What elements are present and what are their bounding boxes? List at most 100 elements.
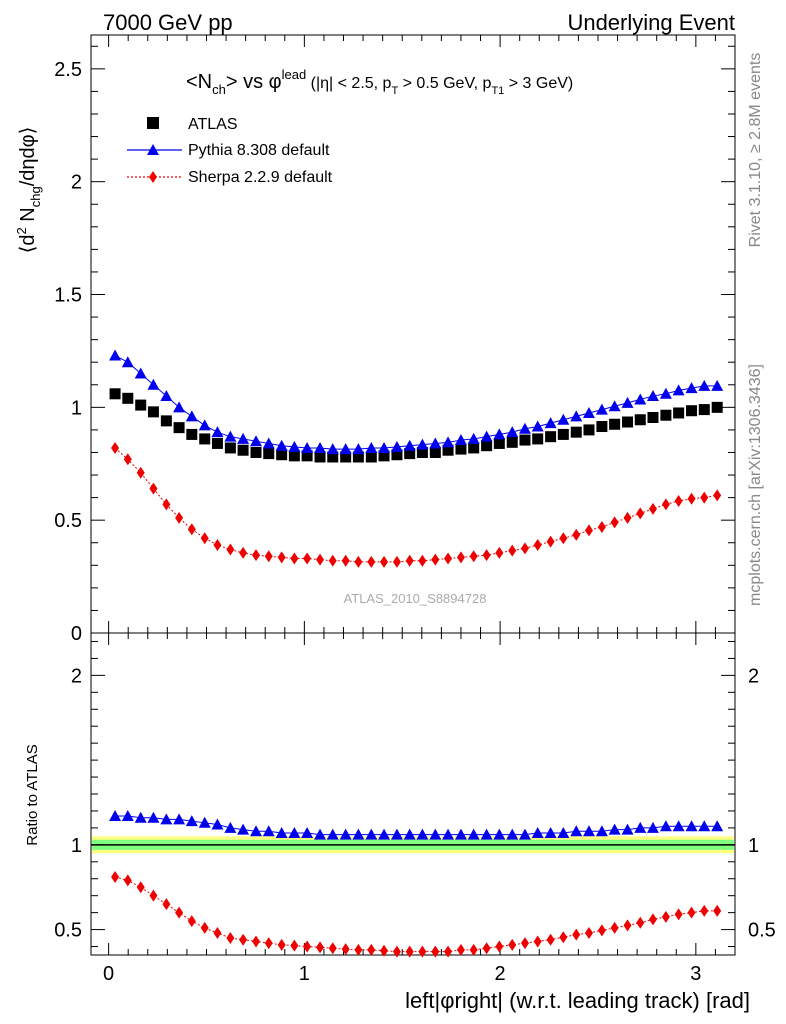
pythia-point <box>711 820 724 832</box>
y-tick-label: 2.5 <box>54 59 82 81</box>
pythia-point <box>595 403 608 415</box>
sherpa-line <box>114 447 718 563</box>
pythia-point <box>467 432 480 444</box>
pythia-point <box>672 384 685 396</box>
sherpa-point <box>303 940 312 953</box>
pythia-point <box>685 382 698 394</box>
sherpa-point <box>290 552 299 565</box>
sherpa-point <box>623 919 632 932</box>
sherpa-point <box>277 551 286 564</box>
atlas-point <box>224 442 236 454</box>
pythia-point <box>646 390 659 402</box>
mcplots-label: mcplots.cern.ch [arXiv:1306.3436] <box>747 364 764 606</box>
pythia-point <box>454 828 467 840</box>
sherpa-point <box>136 881 145 894</box>
pythia-point <box>326 828 339 840</box>
atlas-point <box>378 450 390 462</box>
sherpa-point <box>444 945 453 958</box>
pythia-point <box>352 828 365 840</box>
atlas-point <box>135 399 147 411</box>
atlas-point <box>596 421 608 433</box>
sherpa-point <box>303 552 312 565</box>
pythia-point <box>109 349 122 361</box>
sherpa-point <box>482 942 491 955</box>
sherpa-point <box>431 945 440 958</box>
y-tick-label: 1 <box>71 397 82 419</box>
pythia-point <box>531 420 544 432</box>
pythia-point <box>698 379 711 391</box>
sherpa-point <box>226 932 235 945</box>
sherpa-point <box>700 491 709 504</box>
pythia-point <box>262 825 275 837</box>
sherpa-point <box>354 943 363 956</box>
sherpa-point <box>380 555 389 568</box>
ratio-band <box>91 836 735 854</box>
atlas-point <box>481 440 493 452</box>
atlas-point <box>493 437 505 449</box>
sherpa-point <box>367 943 376 956</box>
sherpa-point <box>162 898 171 911</box>
sherpa-point <box>252 935 261 948</box>
sherpa-point <box>469 550 478 563</box>
pythia-point <box>275 439 288 451</box>
header-right: Underlying Event <box>567 10 735 35</box>
sherpa-point <box>175 906 184 919</box>
pythia-point <box>365 441 378 453</box>
pythia-point <box>608 400 621 412</box>
sherpa-point <box>405 554 414 567</box>
sherpa-point <box>405 945 414 958</box>
atlas-point <box>288 450 300 462</box>
pythia-point <box>160 813 173 825</box>
sherpa-point <box>239 933 248 946</box>
sherpa-point <box>674 908 683 921</box>
atlas-point <box>314 451 326 463</box>
sherpa-point <box>469 943 478 956</box>
sherpa-point <box>610 921 619 934</box>
atlas-point <box>583 424 595 436</box>
ratio-y-tick-label-right: 0.5 <box>748 920 776 942</box>
pythia-point <box>429 437 442 449</box>
atlas-point <box>506 436 518 448</box>
sherpa-point <box>597 520 606 533</box>
sherpa-point <box>533 935 542 948</box>
sherpa-point <box>661 910 670 923</box>
pythia-point <box>134 367 147 379</box>
pythia-point <box>634 393 647 405</box>
pythia-point <box>403 828 416 840</box>
pythia-point <box>416 828 429 840</box>
sherpa-point <box>584 524 593 537</box>
y-tick-label: 2 <box>71 172 82 194</box>
sherpa-line <box>114 876 718 953</box>
sherpa-point <box>700 904 709 917</box>
sherpa-point <box>431 553 440 566</box>
pythia-point <box>621 396 634 408</box>
sherpa-point <box>546 535 555 548</box>
atlas-point <box>173 422 185 434</box>
sherpa-point <box>648 502 657 515</box>
pythia-point <box>429 828 442 840</box>
sherpa-point <box>610 516 619 529</box>
sherpa-point <box>418 554 427 567</box>
pythia-point <box>711 379 724 391</box>
pythia-point <box>454 434 467 446</box>
pythia-point <box>557 826 570 838</box>
atlas-point <box>609 418 621 430</box>
ratio-y-tick-label: 1 <box>71 835 82 857</box>
pythia-point <box>288 440 301 452</box>
atlas-point <box>365 451 377 463</box>
pythia-point <box>544 417 557 429</box>
sherpa-point <box>572 528 581 541</box>
y-tick-label: 0.5 <box>54 510 82 532</box>
sherpa-point <box>123 453 132 466</box>
pythia-point <box>557 413 570 425</box>
sherpa-point <box>149 889 158 902</box>
pythia-point <box>262 437 275 449</box>
pythia-point <box>275 826 288 838</box>
atlas-point <box>570 426 582 438</box>
sherpa-point <box>367 555 376 568</box>
atlas-point <box>545 431 557 443</box>
pythia-point <box>595 825 608 837</box>
sherpa-point <box>713 489 722 502</box>
pythia-point <box>198 419 211 431</box>
header-left: 7000 GeV pp <box>103 10 233 35</box>
